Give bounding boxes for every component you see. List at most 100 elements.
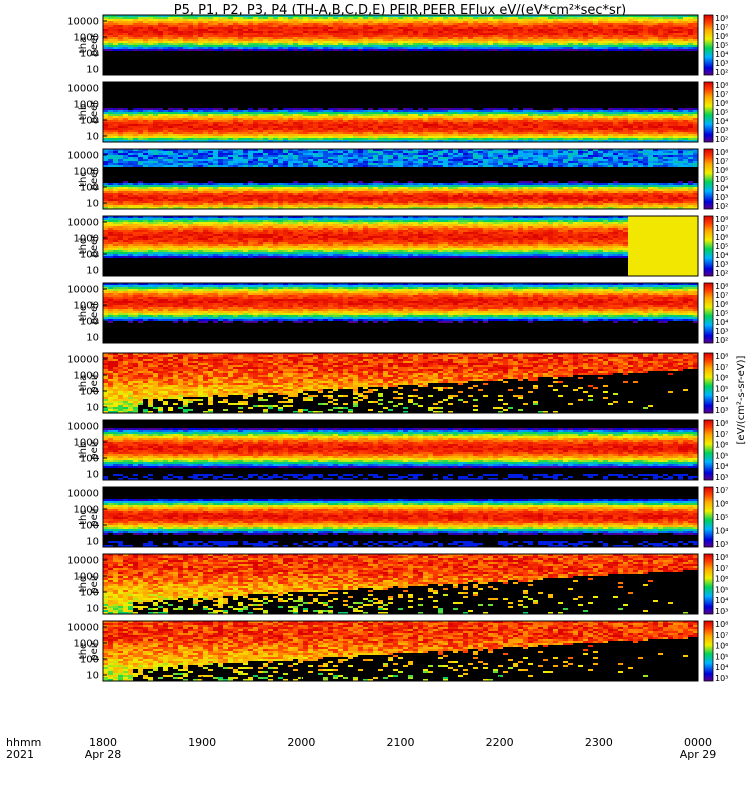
colorbar-tick-label: 10⁸ (715, 419, 728, 428)
colorbar-tick-label: 10⁷ (715, 631, 728, 640)
colorbar-tick-label: 10⁴ (715, 663, 728, 672)
colorbar-tick-label: 10⁷ (715, 564, 728, 573)
colorbar-tick-label: 10⁵ (715, 513, 728, 522)
panel-thd-peer: thd peer1010010001000010²10³10⁴10⁵10⁶10⁷1… (67, 215, 728, 278)
y-tick-label: 100 (80, 250, 99, 261)
panel-the-peer: the peer1010010001000010²10³10⁴10⁵10⁶10⁷1… (67, 282, 728, 345)
colorbar-tick-label: 10⁵ (715, 309, 728, 318)
colorbar-tick-label: 10³ (715, 59, 728, 68)
colorbar-tick-label: 10⁶ (715, 441, 728, 450)
colorbar-tick-label: 10⁸ (715, 148, 728, 157)
spectrogram-figure: P5, P1, P2, P3, P4 (TH-A,B,C,D,E) PEIR,P… (0, 0, 750, 800)
panel-thc-peer: thc peer1010010001000010²10³10⁴10⁵10⁶10⁷1… (67, 148, 728, 211)
y-tick-label: 10 (86, 537, 99, 548)
colorbar (704, 15, 713, 75)
colorbar-tick-label: 10⁷ (715, 430, 728, 439)
x-label-year: 2021 (6, 748, 34, 761)
colorbar-tick-label: 10⁷ (715, 157, 728, 166)
x-tick-label: 2000 (287, 736, 315, 749)
colorbar-tick-label: 10⁵ (715, 652, 728, 661)
colorbar-tick-label: 10⁷ (715, 363, 728, 372)
colorbar-tick-label: 10² (715, 336, 728, 345)
y-tick-label: 10000 (67, 489, 99, 500)
panel-thb-peer: thb peer1010010001000010²10³10⁴10⁵10⁶10⁷1… (67, 81, 728, 144)
y-tick-label: 100 (80, 183, 99, 194)
colorbar-tick-label: 10³ (715, 260, 728, 269)
colorbar-tick-label: 10³ (715, 540, 728, 549)
y-tick-label: 1000 (74, 505, 99, 516)
y-tick-label: 1000 (74, 167, 99, 178)
y-tick-label: 10000 (67, 355, 99, 366)
colorbar-tick-label: 10⁷ (715, 224, 728, 233)
y-tick-label: 10000 (67, 151, 99, 162)
colorbar-tick-label: 10⁴ (715, 527, 728, 536)
y-tick-label: 1000 (74, 33, 99, 44)
colorbar (704, 353, 713, 413)
colorbar-tick-label: 10⁵ (715, 384, 728, 393)
colorbar-tick-label: 10⁶ (715, 99, 728, 108)
x-tick-label: 2300 (585, 736, 613, 749)
colorbar (704, 554, 713, 614)
colorbar (704, 420, 713, 480)
colorbar-tick-label: 10⁶ (715, 642, 728, 651)
y-tick-label: 100 (80, 655, 99, 666)
colorbar-tick-label: 10⁶ (715, 32, 728, 41)
colorbar-tick-label: 10² (715, 202, 728, 211)
colorbar-tick-label: 10³ (715, 473, 728, 482)
y-tick-label: 100 (80, 387, 99, 398)
y-tick-label: 10 (86, 333, 99, 344)
colorbar-tick-label: 10⁵ (715, 451, 728, 460)
colorbar-tick-label: 10⁸ (715, 352, 728, 361)
colorbar-tick-label: 10² (715, 135, 728, 144)
colorbar-tick-label: 10⁷ (715, 291, 728, 300)
colorbar-title: [eV/(cm²-s-sr-eV)] (736, 355, 747, 444)
colorbar-tick-label: 10³ (715, 126, 728, 135)
colorbar-tick-label: 10⁴ (715, 318, 728, 327)
y-tick-label: 10 (86, 671, 99, 682)
colorbar-tick-label: 10³ (715, 193, 728, 202)
colorbar-tick-label: 10⁸ (715, 282, 728, 291)
colorbar-tick-label: 10⁴ (715, 395, 728, 404)
y-tick-label: 10000 (67, 218, 99, 229)
y-tick-label: 10000 (67, 84, 99, 95)
colorbar (704, 621, 713, 681)
colorbar-tick-label: 10⁸ (715, 215, 728, 224)
y-tick-label: 1000 (74, 438, 99, 449)
colorbar-tick-label: 10⁶ (715, 500, 728, 509)
colorbar-tick-label: 10⁵ (715, 585, 728, 594)
colorbar (704, 487, 713, 547)
y-tick-label: 10000 (67, 422, 99, 433)
colorbar-tick-label: 10² (715, 269, 728, 278)
y-tick-label: 100 (80, 116, 99, 127)
y-tick-label: 1000 (74, 301, 99, 312)
colorbar-tick-label: 10⁷ (715, 486, 728, 495)
y-tick-label: 10 (86, 132, 99, 143)
x-tick-label: 1900 (188, 736, 216, 749)
y-tick-label: 100 (80, 521, 99, 532)
colorbar-tick-label: 10⁴ (715, 184, 728, 193)
y-tick-label: 1000 (74, 234, 99, 245)
y-tick-label: 100 (80, 588, 99, 599)
colorbar-tick-label: 10⁴ (715, 50, 728, 59)
colorbar-tick-label: 10⁵ (715, 41, 728, 50)
colorbar-tick-label: 10⁸ (715, 620, 728, 629)
colorbar-tick-label: 10⁵ (715, 175, 728, 184)
colorbar-tick-label: 10³ (715, 674, 728, 683)
colorbar-tick-label: 10⁸ (715, 553, 728, 562)
y-tick-label: 100 (80, 49, 99, 60)
colorbar-tick-label: 10⁶ (715, 300, 728, 309)
colorbar-tick-label: 10⁴ (715, 117, 728, 126)
panel-tha-peer: tha peer1010010001000010²10³10⁴10⁵10⁶10⁷1… (67, 14, 728, 77)
y-tick-label: 100 (80, 454, 99, 465)
colorbar (704, 283, 713, 343)
colorbar-tick-label: 10⁴ (715, 596, 728, 605)
colorbar (704, 149, 713, 209)
y-tick-label: 1000 (74, 572, 99, 583)
y-tick-label: 10000 (67, 623, 99, 634)
y-tick-label: 10 (86, 470, 99, 481)
colorbar-tick-label: 10⁷ (715, 90, 728, 99)
